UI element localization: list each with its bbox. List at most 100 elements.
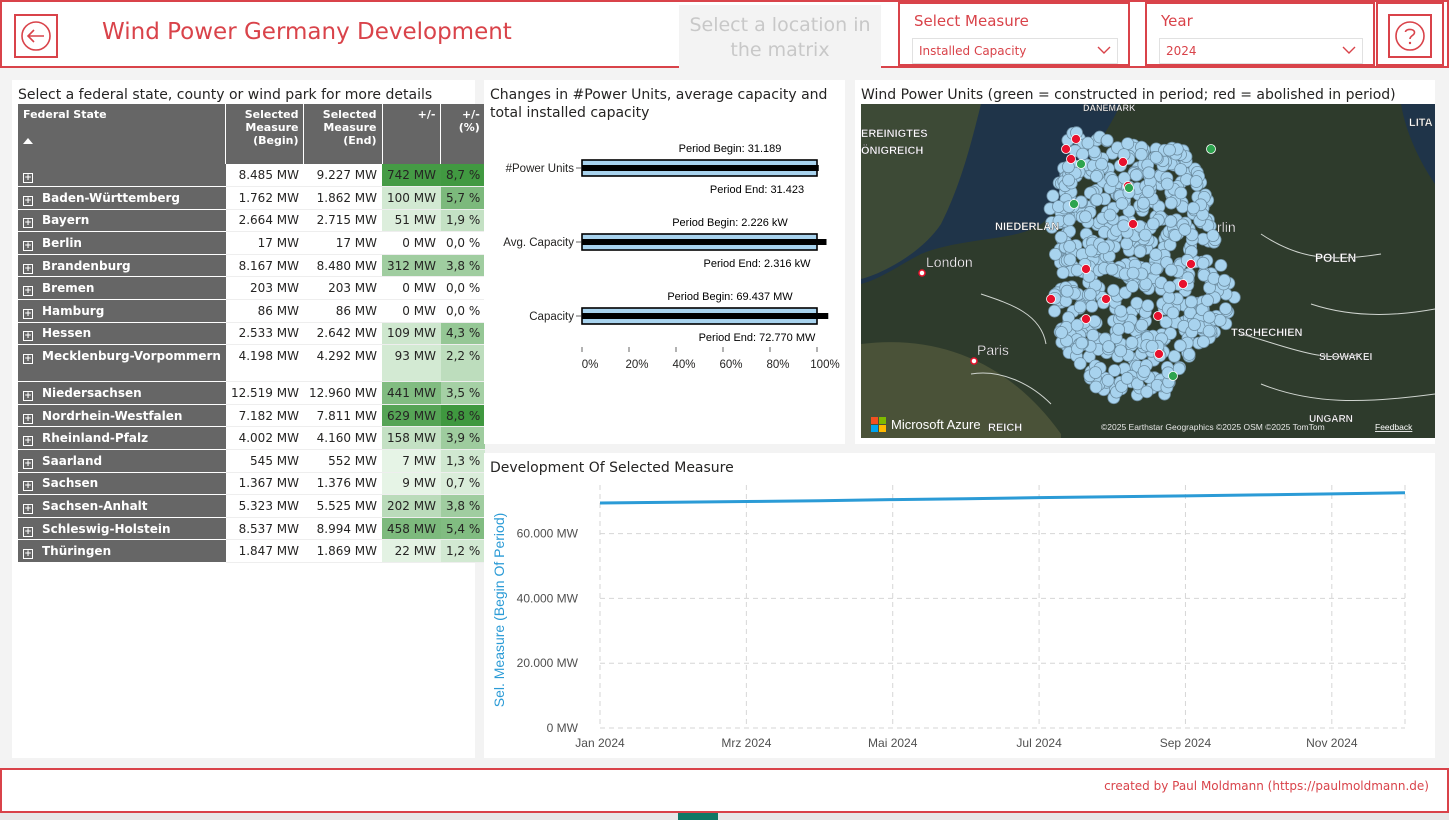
state-cell[interactable]: + Nordrhein-Westfalen <box>18 404 226 428</box>
unit-point <box>1164 214 1178 228</box>
table-row[interactable]: + Mecklenburg-Vorpommern 4.198 MW 4.292 MW 9… <box>18 344 486 383</box>
expand-icon[interactable]: + <box>23 173 33 184</box>
back-button[interactable] <box>14 14 58 58</box>
end-cell: 1.869 MW <box>303 539 383 563</box>
table-row[interactable]: + Baden-Württemberg 1.762 MW 1.862 MW 100 MW… <box>18 186 486 210</box>
arrow-left-icon <box>21 21 51 51</box>
expand-icon[interactable]: + <box>23 354 33 365</box>
map-label-polen: POLEN <box>1315 251 1356 265</box>
x-tick-label: Sep 2024 <box>1160 736 1212 750</box>
column-header-end[interactable]: Selected Measure (End) <box>303 104 383 164</box>
help-button[interactable] <box>1376 2 1444 66</box>
footer-credit[interactable]: created by Paul Moldmann (https://paulmo… <box>1104 779 1429 793</box>
unit-point <box>1076 147 1090 161</box>
expand-icon[interactable]: + <box>23 218 33 229</box>
state-cell[interactable]: + <box>18 164 226 188</box>
state-cell[interactable]: + Bayern <box>18 209 226 233</box>
expand-icon[interactable]: + <box>23 413 33 424</box>
unit-point <box>1142 166 1156 180</box>
unit-point <box>1114 344 1128 358</box>
state-cell[interactable]: + Bremen <box>18 276 226 301</box>
border-line <box>1260 233 1382 259</box>
table-row[interactable]: + Hamburg 86 MW 86 MW 0 MW 0,0 % <box>18 299 486 323</box>
table-row[interactable]: + Rheinland-Pfalz 4.002 MW 4.160 MW 158 MW 3,… <box>18 426 486 451</box>
state-cell[interactable]: + Saarland <box>18 449 226 473</box>
end-cell: 2.642 MW <box>303 322 383 346</box>
table-row[interactable]: + Sachsen 1.367 MW 1.376 MW 9 MW 0,7 % <box>18 472 486 496</box>
table-row[interactable]: +8.485 MW 9.227 MW 742 MW 8,7 % <box>18 164 486 188</box>
unit-point <box>1103 208 1117 222</box>
state-cell[interactable]: + Schleswig-Holstein <box>18 517 226 541</box>
expand-icon[interactable]: + <box>23 263 33 274</box>
table-row[interactable]: + Saarland 545 MW 552 MW 7 MW 1,3 % <box>18 449 486 473</box>
state-name: Bremen <box>42 281 95 296</box>
expand-icon[interactable]: + <box>23 458 33 469</box>
state-name: Hessen <box>42 326 92 341</box>
expand-icon[interactable]: + <box>23 436 33 447</box>
map-feedback-link[interactable]: Feedback <box>1375 422 1413 432</box>
column-header-diff[interactable]: +/- <box>382 104 442 164</box>
state-cell[interactable]: + Mecklenburg-Vorpommern <box>18 344 226 383</box>
expand-icon[interactable]: + <box>23 504 33 515</box>
expand-icon[interactable]: + <box>23 308 33 319</box>
state-cell[interactable]: + Baden-Württemberg <box>18 186 226 210</box>
column-header-pct[interactable]: +/- (%) <box>440 104 486 164</box>
state-cell[interactable]: + Sachsen-Anhalt <box>18 494 226 518</box>
wind-units-map[interactable]: DANEMARK EREINIGTES ÖNIGREICH NIEDERLAN rlin… <box>861 104 1435 438</box>
state-cell[interactable]: + Hessen <box>18 322 226 346</box>
state-cell[interactable]: + Sachsen <box>18 472 226 496</box>
map-label-paris: Paris <box>977 342 1009 358</box>
table-row[interactable]: + Thüringen 1.847 MW 1.869 MW 22 MW 1,2 % <box>18 539 486 563</box>
column-header-begin[interactable]: Selected Measure (Begin) <box>225 104 305 164</box>
table-row[interactable]: + Niedersachsen 12.519 MW 12.960 MW 441 MW 3,… <box>18 381 486 405</box>
y-tick-label: 20.000 MW <box>517 656 579 670</box>
state-cell[interactable]: + Thüringen <box>18 539 226 563</box>
unit-point <box>1056 266 1070 280</box>
x-tick-label: Mai 2024 <box>868 736 918 750</box>
table-row[interactable]: + Brandenburg 8.167 MW 8.480 MW 312 MW 3,8 % <box>18 254 486 278</box>
state-cell[interactable]: + Rheinland-Pfalz <box>18 426 226 451</box>
unit-point <box>1060 284 1074 298</box>
table-row[interactable]: + Sachsen-Anhalt 5.323 MW 5.525 MW 202 MW 3,8… <box>18 494 486 518</box>
unit-point <box>1174 186 1188 200</box>
category-label: Capacity <box>529 311 574 323</box>
table-row[interactable]: + Bremen 203 MW 203 MW 0 MW 0,0 % <box>18 276 486 301</box>
table-row[interactable]: + Bayern 2.664 MW 2.715 MW 51 MW 1,9 % <box>18 209 486 233</box>
state-cell[interactable]: + Berlin <box>18 231 226 255</box>
state-cell[interactable]: + Niedersachsen <box>18 381 226 405</box>
begin-cell: 4.198 MW <box>225 344 304 383</box>
expand-icon[interactable]: + <box>23 241 33 252</box>
expand-icon[interactable]: + <box>23 286 33 297</box>
expand-icon[interactable]: + <box>23 331 33 342</box>
year-dropdown[interactable]: 2024 <box>1159 38 1363 64</box>
x-tick-label: Nov 2024 <box>1306 736 1358 750</box>
active-page-tab[interactable] <box>678 813 718 820</box>
expand-icon[interactable]: + <box>23 526 33 537</box>
state-name: Niedersachsen <box>42 386 142 401</box>
expand-icon[interactable]: + <box>23 549 33 560</box>
column-header-state[interactable]: Federal State <box>18 104 227 164</box>
table-row[interactable]: + Schleswig-Holstein 8.537 MW 8.994 MW 458 M… <box>18 517 486 541</box>
table-row[interactable]: + Hessen 2.533 MW 2.642 MW 109 MW 4,3 % <box>18 322 486 346</box>
diff-cell: 109 MW <box>382 322 441 346</box>
begin-cell: 4.002 MW <box>225 426 304 451</box>
table-row[interactable]: + Berlin 17 MW 17 MW 0 MW 0,0 % <box>18 231 486 255</box>
diff-cell: 0 MW <box>382 231 441 255</box>
expand-icon[interactable]: + <box>23 391 33 402</box>
end-cell: 86 MW <box>303 299 383 323</box>
state-cell[interactable]: + Hamburg <box>18 299 226 323</box>
abolished-point <box>1061 144 1071 154</box>
map-label-uk: EREINIGTES <box>861 128 928 140</box>
state-cell[interactable]: + Brandenburg <box>18 254 226 278</box>
end-cell: 8.480 MW <box>303 254 383 278</box>
border-line <box>980 293 1047 345</box>
map-label-berlin: rlin <box>1217 219 1236 235</box>
measure-dropdown[interactable]: Installed Capacity <box>912 38 1118 64</box>
state-name: Rheinland-Pfalz <box>42 431 149 446</box>
expand-icon[interactable]: + <box>23 481 33 492</box>
expand-icon[interactable]: + <box>23 195 33 206</box>
begin-cell: 8.537 MW <box>225 517 304 541</box>
table-row[interactable]: + Nordrhein-Westfalen 7.182 MW 7.811 MW 629 … <box>18 404 486 428</box>
unit-point <box>1135 318 1149 332</box>
